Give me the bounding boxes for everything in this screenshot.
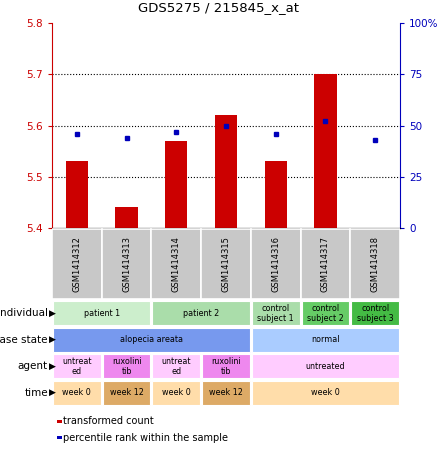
Text: week 12: week 12 [209, 388, 243, 397]
Text: agent: agent [18, 361, 48, 371]
Bar [115, 207, 138, 228]
Bar [152, 354, 200, 378]
Text: alopecia areata: alopecia areata [120, 335, 183, 344]
Text: ruxolini
tib: ruxolini tib [112, 357, 141, 376]
Text: GSM1414314: GSM1414314 [172, 236, 181, 292]
Text: control
subject 1: control subject 1 [258, 304, 294, 323]
Text: individual: individual [0, 308, 48, 318]
Bar [252, 381, 399, 405]
Text: transformed count: transformed count [63, 416, 153, 426]
Text: GDS5275 / 215845_x_at: GDS5275 / 215845_x_at [138, 1, 300, 14]
Text: untreated: untreated [306, 362, 345, 371]
Text: ▶: ▶ [49, 388, 56, 397]
Bar [57, 436, 62, 439]
Text: ▶: ▶ [49, 309, 56, 318]
Bar [66, 161, 88, 228]
Text: percentile rank within the sample: percentile rank within the sample [63, 433, 228, 443]
Bar [52, 229, 102, 299]
Text: week 12: week 12 [110, 388, 144, 397]
Bar [350, 229, 400, 299]
Bar [265, 161, 287, 228]
Text: GSM1414318: GSM1414318 [371, 236, 380, 292]
Text: patient 2: patient 2 [183, 309, 219, 318]
Text: control
subject 3: control subject 3 [357, 304, 393, 323]
Bar [251, 229, 300, 299]
Bar [202, 381, 250, 405]
Text: week 0: week 0 [162, 388, 191, 397]
Bar [53, 301, 150, 325]
Text: normal: normal [311, 335, 340, 344]
Bar [53, 381, 101, 405]
Bar [102, 381, 150, 405]
Text: patient 1: patient 1 [84, 309, 120, 318]
Bar [300, 229, 350, 299]
Bar [57, 420, 62, 423]
Bar [102, 354, 150, 378]
Bar [102, 229, 152, 299]
Bar [252, 301, 300, 325]
Bar [202, 354, 250, 378]
Bar [152, 229, 201, 299]
Bar [53, 354, 101, 378]
Text: GSM1414312: GSM1414312 [72, 236, 81, 292]
Bar [252, 354, 399, 378]
Text: untreat
ed: untreat ed [162, 357, 191, 376]
Text: GSM1414317: GSM1414317 [321, 236, 330, 292]
Bar [152, 301, 250, 325]
Text: untreat
ed: untreat ed [62, 357, 92, 376]
Bar [165, 141, 187, 228]
Text: GSM1414316: GSM1414316 [271, 236, 280, 292]
Text: GSM1414315: GSM1414315 [222, 236, 230, 292]
Text: ▶: ▶ [49, 362, 56, 371]
Bar [351, 301, 399, 325]
Bar [201, 229, 251, 299]
Bar [215, 115, 237, 228]
Text: ▶: ▶ [49, 335, 56, 344]
Bar [314, 74, 337, 228]
Bar [302, 301, 349, 325]
Bar [252, 328, 399, 352]
Text: ruxolini
tib: ruxolini tib [211, 357, 241, 376]
Bar [53, 328, 250, 352]
Text: week 0: week 0 [63, 388, 91, 397]
Text: control
subject 2: control subject 2 [307, 304, 344, 323]
Text: week 0: week 0 [311, 388, 340, 397]
Text: GSM1414313: GSM1414313 [122, 236, 131, 292]
Bar [152, 381, 200, 405]
Text: disease state: disease state [0, 335, 48, 345]
Text: time: time [25, 388, 48, 398]
